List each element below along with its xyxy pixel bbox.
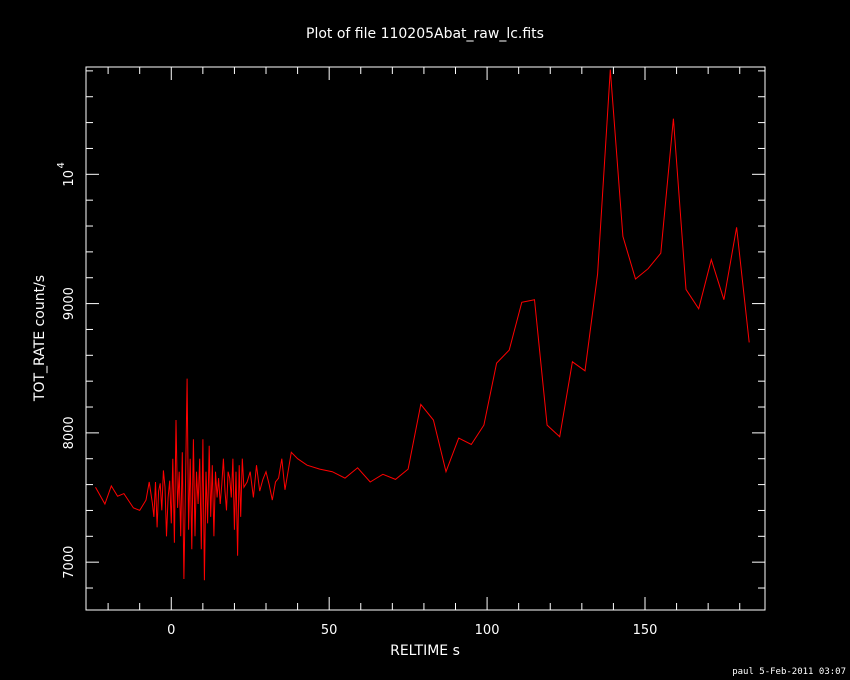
series-line	[95, 69, 750, 581]
y-tick-label-10e4-base: 10	[62, 170, 77, 187]
y-tick-label-10e4-exponent: 4	[56, 162, 67, 168]
footer-timestamp: paul 5-Feb-2011 03:07	[732, 667, 846, 677]
x-tick-label: 150	[633, 623, 658, 638]
y-tick-label: 7000	[62, 546, 77, 579]
y-tick-label: 8000	[62, 416, 77, 449]
chart-title: Plot of file 110205Abat_raw_lc.fits	[306, 26, 544, 42]
tick-marks	[86, 67, 765, 610]
y-axis-label: TOT_RATE count/s	[32, 275, 48, 402]
x-axis-label: RELTIME s	[390, 643, 460, 659]
x-tick-label: 50	[321, 623, 338, 638]
x-tick-label: 0	[167, 623, 175, 638]
tick-labels: 0 50 100 150 7000 8000 9000 10 4	[56, 162, 657, 638]
y-tick-label: 9000	[62, 287, 77, 320]
x-tick-label: 100	[475, 623, 500, 638]
plot-frame	[85, 66, 766, 611]
